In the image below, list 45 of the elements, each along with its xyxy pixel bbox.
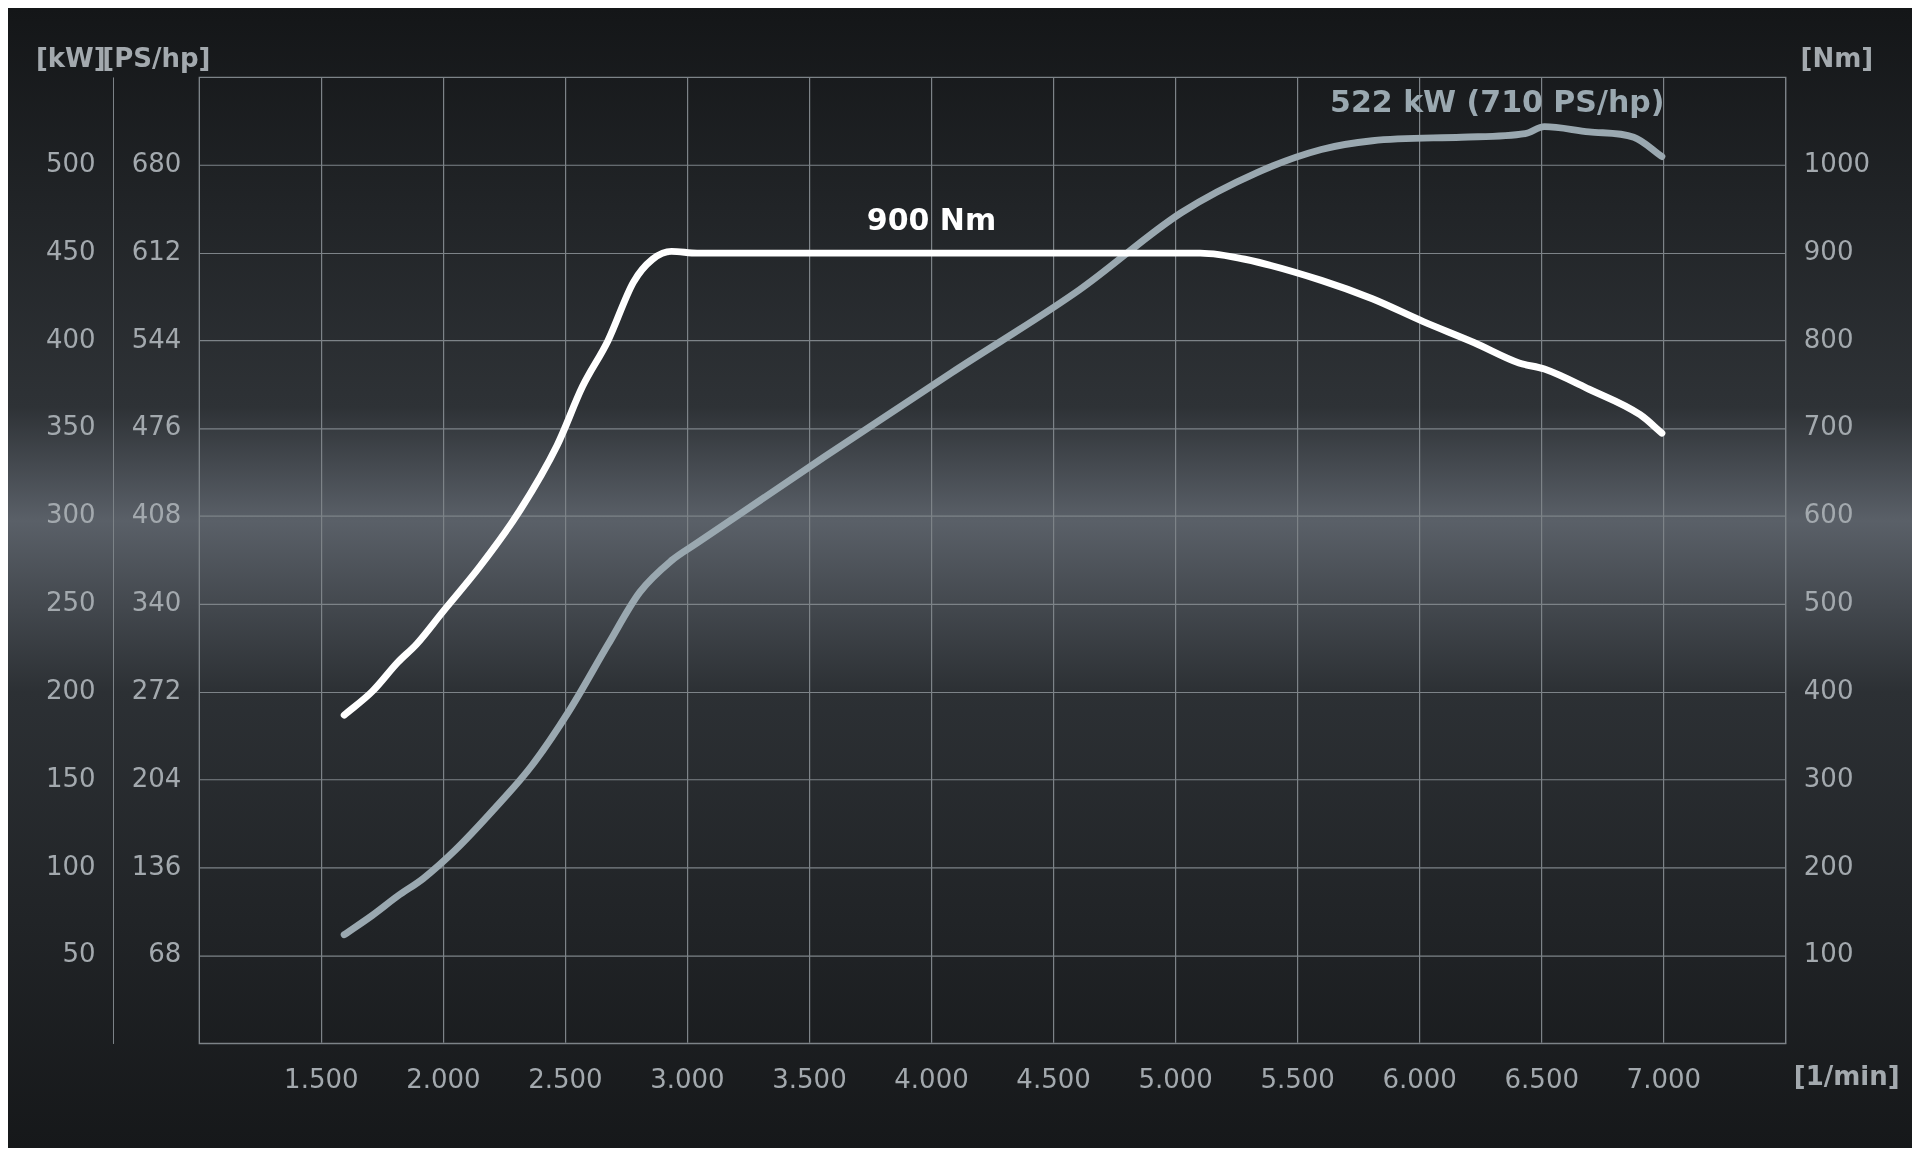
y3-tick-label: 204	[131, 762, 182, 793]
x-tick-label: 1.500	[284, 1063, 359, 1094]
y3-tick-label: 136	[131, 850, 182, 881]
x-tick-label: 4.500	[1016, 1063, 1091, 1094]
x-tick-label: 3.000	[650, 1063, 725, 1094]
y3-tick-label: 272	[131, 675, 182, 705]
y2-tick-label: 800	[1803, 323, 1854, 354]
y2-tick-label: 700	[1803, 411, 1854, 442]
y2-tick-label: 200	[1803, 850, 1854, 881]
y-tick-label: 50	[62, 938, 96, 969]
y3-tick-label: 544	[131, 323, 182, 354]
y2-tick-label: 900	[1803, 235, 1854, 266]
y-tick-label: 300	[46, 499, 96, 530]
y3-tick-label: 680	[131, 148, 182, 178]
y-tick-label: 400	[46, 323, 96, 354]
x-tick-label: 3.500	[772, 1063, 847, 1094]
y-tick-label: 500	[46, 148, 96, 178]
y2-tick-label: 500	[1803, 587, 1854, 618]
y3-tick-label: 476	[131, 411, 182, 442]
y-tick-label: 450	[46, 235, 96, 266]
x-tick-label: 6.000	[1382, 1063, 1457, 1094]
y-tick-label: 200	[46, 675, 96, 705]
y-tick-label: 150	[46, 762, 96, 793]
y3-tick-label: 408	[131, 499, 182, 530]
y2-axis-title: [Nm]	[1800, 43, 1874, 74]
x-tick-label: 2.000	[406, 1063, 481, 1094]
y2-tick-label: 100	[1803, 938, 1854, 969]
x-tick-label: 5.000	[1138, 1063, 1213, 1094]
y3-tick-label: 612	[131, 235, 182, 266]
y-tick-label: 250	[46, 587, 96, 618]
y3-tick-label: 340	[131, 587, 182, 618]
x-tick-label: 7.000	[1626, 1063, 1701, 1094]
y2-tick-label: 600	[1803, 499, 1854, 530]
x-tick-label: 4.000	[894, 1063, 969, 1094]
annotation: 900 Nm	[866, 202, 997, 238]
x-tick-label: 2.500	[528, 1063, 603, 1094]
x-tick-label: 6.500	[1504, 1063, 1579, 1094]
y3-tick-label: 68	[148, 938, 182, 969]
y-tick-label: 350	[46, 411, 96, 442]
x-axis-title: [1/min]	[1793, 1061, 1900, 1091]
y2-tick-label: 300	[1803, 762, 1854, 793]
y2-tick-label: 1000	[1803, 148, 1870, 178]
y2-tick-label: 400	[1803, 675, 1854, 705]
x-tick-label: 5.500	[1260, 1063, 1335, 1094]
y-tick-label: 100	[46, 850, 96, 881]
